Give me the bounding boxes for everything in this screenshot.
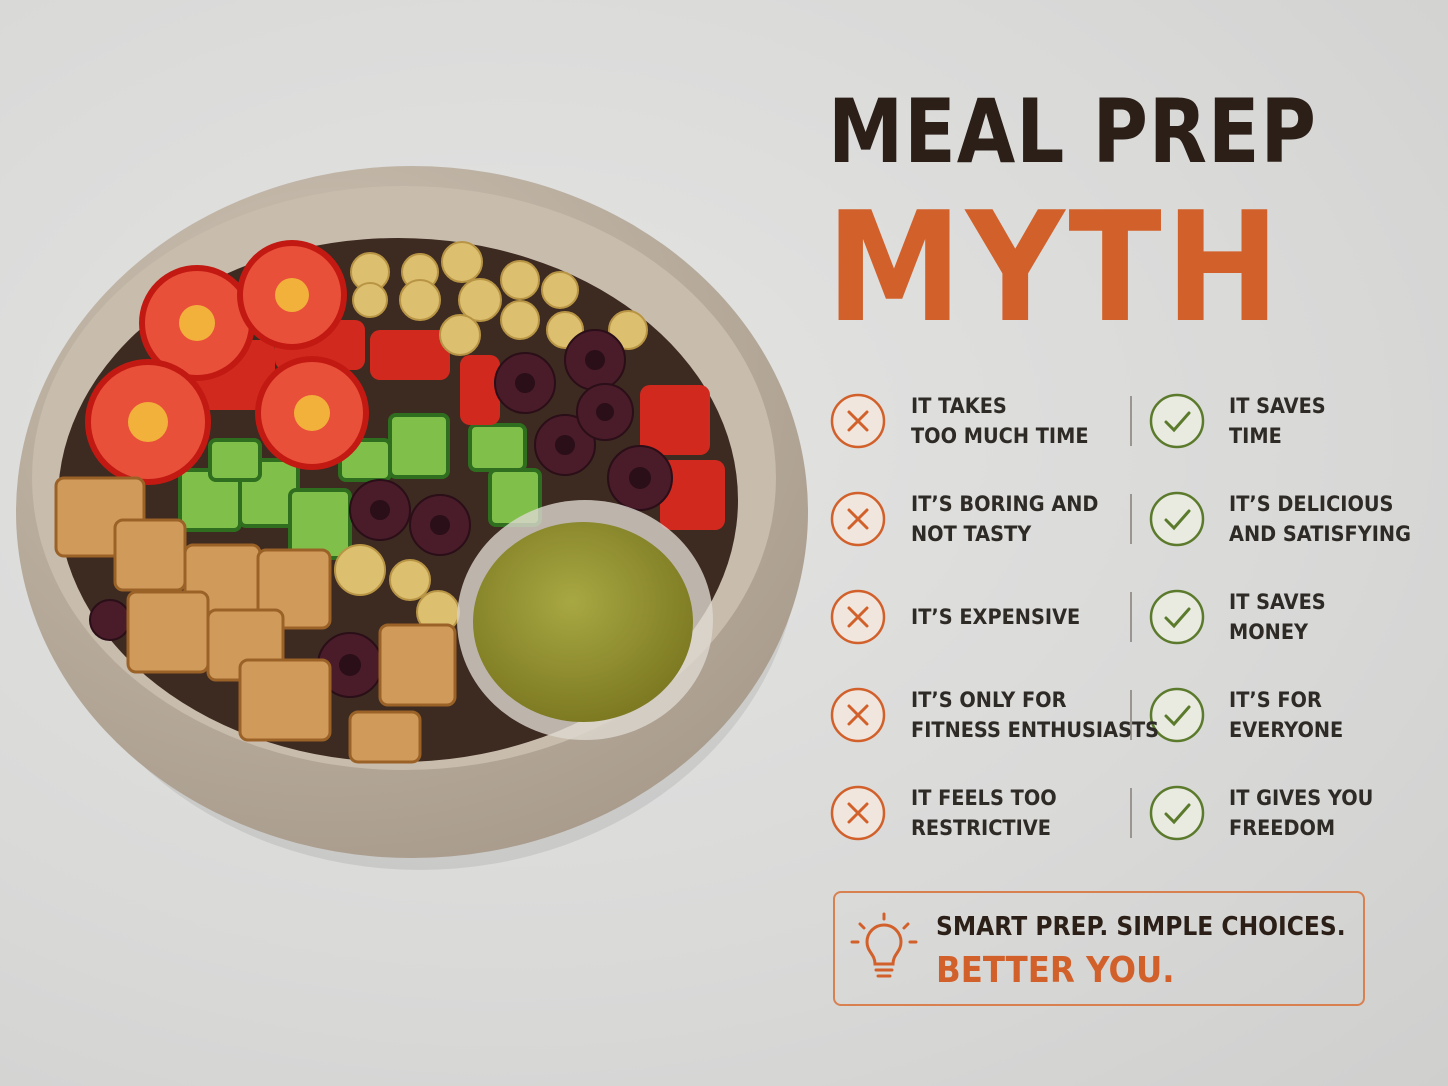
fact-text: IT GIVES YOU FREEDOM [1229,783,1373,843]
check-icon [1149,393,1205,449]
divider [1130,494,1132,544]
fact-line: AND SATISFYING [1229,522,1411,546]
bowl-illustration [16,166,808,870]
divider [1130,690,1132,740]
fact-text: IT’S DELICIOUS AND SATISFYING [1229,489,1411,549]
myth-line: RESTRICTIVE [911,816,1051,840]
myth-text: IT FEELS TOO RESTRICTIVE [911,783,1057,843]
check-icon [1149,785,1205,841]
myth-line: FITNESS ENTHUSIASTS [911,718,1160,742]
divider [1130,788,1132,838]
fact-line: IT SAVES [1229,590,1326,614]
fact-line: TIME [1229,424,1282,448]
fact-text: IT SAVES TIME [1229,391,1326,451]
fact-text: IT SAVES MONEY [1229,587,1326,647]
check-icon [1149,491,1205,547]
fact-line: MONEY [1229,620,1309,644]
tagline-line-2: BETTER YOU. [936,950,1175,991]
tagline-line-1: SMART PREP. SIMPLE CHOICES. [936,912,1346,942]
myth-line: IT’S BORING AND [911,492,1099,516]
fact-line: IT’S DELICIOUS [1229,492,1394,516]
myth-line: IT FEELS TOO [911,786,1057,810]
cross-icon [830,491,886,547]
myth-text: IT’S BORING AND NOT TASTY [911,489,1098,549]
myth-text: IT TAKES TOO MUCH TIME [911,391,1089,451]
check-icon [1149,589,1205,645]
divider [1130,592,1132,642]
myth-text: IT’S ONLY FOR FITNESS ENTHUSIASTS [911,685,1159,745]
fact-text: IT’S FOR EVERYONE [1229,685,1343,745]
cross-icon [830,589,886,645]
fact-line: IT GIVES YOU [1229,786,1374,810]
fact-line: EVERYONE [1229,718,1344,742]
cross-icon [830,393,886,449]
divider [1130,396,1132,446]
fact-line: IT SAVES [1229,394,1326,418]
check-icon [1149,687,1205,743]
cross-icon [830,785,886,841]
title-line-1: MEAL PREP [828,80,1317,183]
lightbulb-icon [850,912,918,978]
myth-text: IT’S EXPENSIVE [911,602,1080,632]
myth-line: NOT TASTY [911,522,1032,546]
tagline-box [833,891,1365,1006]
fact-line: IT’S FOR [1229,688,1322,712]
myth-line: TOO MUCH TIME [911,424,1089,448]
myth-line: IT’S EXPENSIVE [911,605,1081,629]
myth-line: IT’S ONLY FOR [911,688,1067,712]
myth-line: IT TAKES [911,394,1007,418]
title-line-2: MYTH [826,179,1284,356]
cross-icon [830,687,886,743]
fact-line: FREEDOM [1229,816,1336,840]
